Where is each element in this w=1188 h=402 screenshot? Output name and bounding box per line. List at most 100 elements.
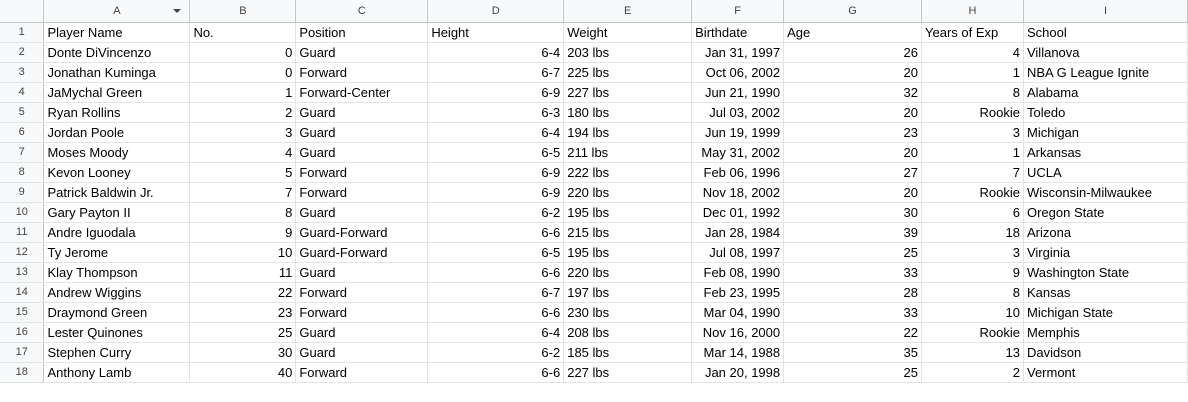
cell-age[interactable]: 25 bbox=[783, 362, 923, 383]
cell-weight[interactable]: 215 lbs bbox=[563, 222, 693, 243]
cell-weight[interactable]: 180 lbs bbox=[563, 102, 693, 123]
cell-years-exp[interactable]: 18 bbox=[921, 222, 1024, 243]
header-cell-position[interactable]: Position bbox=[295, 22, 429, 43]
cell-age[interactable]: 28 bbox=[783, 282, 923, 303]
cell-player-name[interactable]: JaMychal Green bbox=[43, 82, 191, 103]
row-number[interactable]: 17 bbox=[0, 342, 45, 363]
cell-birthdate[interactable]: Feb 06, 1996 bbox=[691, 162, 785, 183]
cell-number[interactable]: 1 bbox=[189, 82, 297, 103]
cell-age[interactable]: 26 bbox=[783, 42, 923, 63]
cell-years-exp[interactable]: 10 bbox=[921, 302, 1024, 323]
header-cell-weight[interactable]: Weight bbox=[563, 22, 693, 43]
cell-position[interactable]: Forward bbox=[295, 282, 429, 303]
cell-birthdate[interactable]: Jul 08, 1997 bbox=[691, 242, 785, 263]
cell-player-name[interactable]: Lester Quinones bbox=[43, 322, 191, 343]
cell-number[interactable]: 0 bbox=[189, 42, 297, 63]
cell-player-name[interactable]: Klay Thompson bbox=[43, 262, 191, 283]
cell-height[interactable]: 6-6 bbox=[427, 302, 565, 323]
cell-age[interactable]: 35 bbox=[783, 342, 923, 363]
column-header-i[interactable]: I bbox=[1023, 0, 1188, 23]
cell-player-name[interactable]: Jonathan Kuminga bbox=[43, 62, 191, 83]
cell-position[interactable]: Guard bbox=[295, 262, 429, 283]
row-number[interactable]: 15 bbox=[0, 302, 45, 323]
cell-school[interactable]: Oregon State bbox=[1023, 202, 1188, 223]
row-number[interactable]: 13 bbox=[0, 262, 45, 283]
cell-height[interactable]: 6-9 bbox=[427, 162, 565, 183]
cell-years-exp[interactable]: 8 bbox=[921, 82, 1024, 103]
cell-player-name[interactable]: Moses Moody bbox=[43, 142, 191, 163]
cell-number[interactable]: 23 bbox=[189, 302, 297, 323]
cell-school[interactable]: Vermont bbox=[1023, 362, 1188, 383]
cell-position[interactable]: Guard bbox=[295, 122, 429, 143]
cell-school[interactable]: Virginia bbox=[1023, 242, 1188, 263]
column-header-c[interactable]: C bbox=[295, 0, 429, 23]
cell-school[interactable]: Toledo bbox=[1023, 102, 1188, 123]
cell-weight[interactable]: 225 lbs bbox=[563, 62, 693, 83]
cell-years-exp[interactable]: 7 bbox=[921, 162, 1024, 183]
cell-number[interactable]: 10 bbox=[189, 242, 297, 263]
row-number[interactable]: 14 bbox=[0, 282, 45, 303]
cell-school[interactable]: Villanova bbox=[1023, 42, 1188, 63]
cell-number[interactable]: 8 bbox=[189, 202, 297, 223]
cell-school[interactable]: Kansas bbox=[1023, 282, 1188, 303]
cell-birthdate[interactable]: Jun 19, 1999 bbox=[691, 122, 785, 143]
cell-school[interactable]: Memphis bbox=[1023, 322, 1188, 343]
cell-position[interactable]: Guard-Forward bbox=[295, 242, 429, 263]
cell-number[interactable]: 2 bbox=[189, 102, 297, 123]
cell-position[interactable]: Forward bbox=[295, 362, 429, 383]
cell-position[interactable]: Guard bbox=[295, 102, 429, 123]
row-number[interactable]: 3 bbox=[0, 62, 45, 83]
header-cell-birthdate[interactable]: Birthdate bbox=[691, 22, 785, 43]
cell-position[interactable]: Forward bbox=[295, 62, 429, 83]
row-number[interactable]: 1 bbox=[0, 22, 45, 43]
cell-age[interactable]: 32 bbox=[783, 82, 923, 103]
cell-position[interactable]: Forward bbox=[295, 182, 429, 203]
cell-number[interactable]: 5 bbox=[189, 162, 297, 183]
cell-birthdate[interactable]: Dec 01, 1992 bbox=[691, 202, 785, 223]
cell-number[interactable]: 40 bbox=[189, 362, 297, 383]
cell-number[interactable]: 4 bbox=[189, 142, 297, 163]
cell-birthdate[interactable]: Jan 20, 1998 bbox=[691, 362, 785, 383]
cell-birthdate[interactable]: Jan 31, 1997 bbox=[691, 42, 785, 63]
cell-player-name[interactable]: Jordan Poole bbox=[43, 122, 191, 143]
cell-age[interactable]: 30 bbox=[783, 202, 923, 223]
column-header-b[interactable]: B bbox=[189, 0, 297, 23]
cell-weight[interactable]: 220 lbs bbox=[563, 182, 693, 203]
cell-number[interactable]: 3 bbox=[189, 122, 297, 143]
cell-years-exp[interactable]: 9 bbox=[921, 262, 1024, 283]
cell-birthdate[interactable]: Jun 21, 1990 bbox=[691, 82, 785, 103]
cell-height[interactable]: 6-9 bbox=[427, 82, 565, 103]
column-header-a[interactable]: A bbox=[43, 0, 191, 23]
cell-height[interactable]: 6-5 bbox=[427, 242, 565, 263]
cell-weight[interactable]: 211 lbs bbox=[563, 142, 693, 163]
row-number[interactable]: 4 bbox=[0, 82, 45, 103]
cell-number[interactable]: 11 bbox=[189, 262, 297, 283]
header-cell-number[interactable]: No. bbox=[189, 22, 297, 43]
row-number[interactable]: 8 bbox=[0, 162, 45, 183]
cell-age[interactable]: 33 bbox=[783, 302, 923, 323]
row-number[interactable]: 11 bbox=[0, 222, 45, 243]
cell-position[interactable]: Forward bbox=[295, 302, 429, 323]
cell-age[interactable]: 20 bbox=[783, 182, 923, 203]
cell-birthdate[interactable]: May 31, 2002 bbox=[691, 142, 785, 163]
cell-school[interactable]: NBA G League Ignite bbox=[1023, 62, 1188, 83]
cell-age[interactable]: 25 bbox=[783, 242, 923, 263]
cell-years-exp[interactable]: Rookie bbox=[921, 102, 1024, 123]
header-cell-years-exp[interactable]: Years of Exp bbox=[921, 22, 1024, 43]
cell-age[interactable]: 20 bbox=[783, 62, 923, 83]
cell-school[interactable]: Wisconsin-Milwaukee bbox=[1023, 182, 1188, 203]
cell-player-name[interactable]: Andrew Wiggins bbox=[43, 282, 191, 303]
cell-height[interactable]: 6-4 bbox=[427, 42, 565, 63]
cell-player-name[interactable]: Draymond Green bbox=[43, 302, 191, 323]
cell-weight[interactable]: 185 lbs bbox=[563, 342, 693, 363]
cell-weight[interactable]: 220 lbs bbox=[563, 262, 693, 283]
column-header-g[interactable]: G bbox=[783, 0, 923, 23]
row-number[interactable]: 5 bbox=[0, 102, 45, 123]
cell-years-exp[interactable]: 2 bbox=[921, 362, 1024, 383]
cell-school[interactable]: Washington State bbox=[1023, 262, 1188, 283]
cell-birthdate[interactable]: Jul 03, 2002 bbox=[691, 102, 785, 123]
cell-school[interactable]: Arkansas bbox=[1023, 142, 1188, 163]
cell-age[interactable]: 20 bbox=[783, 142, 923, 163]
cell-player-name[interactable]: Patrick Baldwin Jr. bbox=[43, 182, 191, 203]
cell-weight[interactable]: 222 lbs bbox=[563, 162, 693, 183]
